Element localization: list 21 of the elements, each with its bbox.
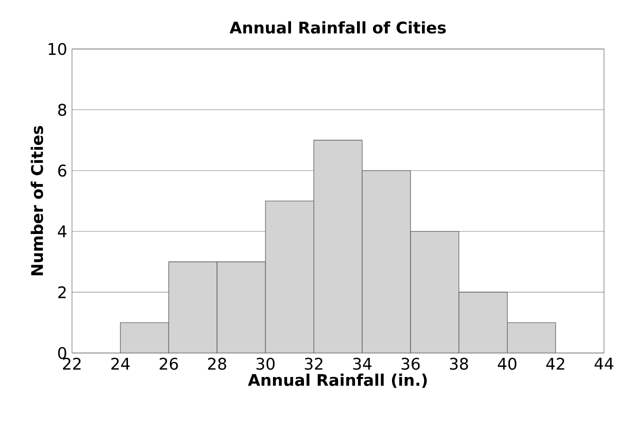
x-tick-label: 26 xyxy=(160,358,178,370)
x-tick-label: 36 xyxy=(402,358,420,370)
y-axis-title: Number of Cities xyxy=(30,126,44,276)
y-tick-label: 6 xyxy=(58,164,66,177)
y-tick-label: 10 xyxy=(48,42,66,56)
x-axis-title: Annual Rainfall (in.) xyxy=(248,374,427,388)
x-tick-label: 22 xyxy=(62,358,81,370)
x-tick-label: 44 xyxy=(594,358,614,370)
x-tick-label: 30 xyxy=(256,358,275,370)
x-tick-label: 28 xyxy=(208,358,226,370)
y-tick-label: 2 xyxy=(58,286,66,298)
x-tick-label: 40 xyxy=(498,358,516,370)
x-tick-label: 24 xyxy=(111,358,130,370)
x-tick-label: 42 xyxy=(546,358,564,370)
x-tick-label: 34 xyxy=(353,358,372,370)
x-tick-label: 38 xyxy=(450,358,468,370)
chart-title: Annual Rainfall of Cities xyxy=(230,21,446,34)
y-tick-label: 0 xyxy=(58,346,66,360)
y-tick-label: 4 xyxy=(58,226,66,238)
y-tick-label: 8 xyxy=(58,104,66,116)
x-tick-label: 32 xyxy=(304,358,322,370)
